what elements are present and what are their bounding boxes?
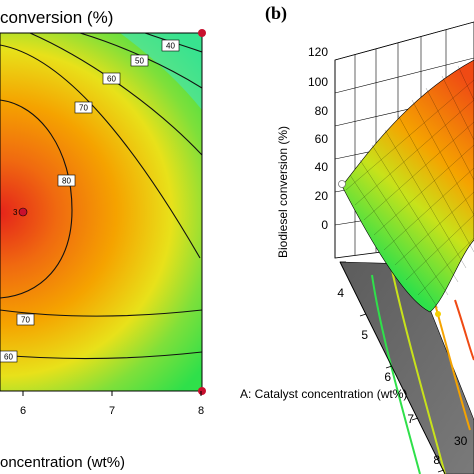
- a-axis-ticks: [340, 261, 445, 473]
- contour-label-80: 80: [57, 174, 76, 187]
- svg-text:60: 60: [4, 353, 13, 362]
- svg-text:70: 70: [21, 316, 30, 325]
- contour-label-70-lower: 70: [16, 313, 35, 326]
- design-point-bottom-right: [198, 387, 206, 395]
- svg-text:80: 80: [62, 177, 71, 186]
- x-tick-7: 7: [109, 405, 115, 417]
- contour-plot: 40 50 60 70 80 70 60 3: [0, 33, 202, 391]
- contour-fill: [0, 33, 202, 391]
- design-point-top-right: [198, 29, 206, 37]
- svg-text:60: 60: [107, 75, 116, 84]
- design-point-center: [18, 207, 28, 217]
- contour-corner-cyan: [120, 33, 202, 110]
- design-point-label: 3: [13, 208, 18, 217]
- z-axis-label: Biodiesel conversion (%): [276, 126, 290, 258]
- surface-design-point: [338, 180, 346, 188]
- panel-a-x-ticks: [22, 391, 202, 396]
- contour-label-60-lower: 60: [0, 350, 18, 363]
- svg-text:50: 50: [135, 57, 144, 66]
- panel-a-title: conversion (%): [0, 8, 114, 27]
- contour-line-80: [0, 99, 73, 299]
- contour-line-60-lower: [0, 351, 202, 359]
- contour-label-70: 70: [74, 101, 93, 114]
- svg-text:70: 70: [79, 104, 88, 113]
- a-tick-6: 6: [384, 370, 391, 384]
- contour-line-70-lower: [0, 309, 202, 317]
- panel-b-tag: (b): [265, 3, 287, 23]
- a-axis-line: [339, 261, 446, 474]
- a-tick-7: 7: [407, 412, 414, 426]
- z-tick-80: 80: [315, 104, 329, 118]
- z-tick-40: 40: [315, 160, 329, 174]
- panel-a-x-label: oncentration (wt%): [0, 454, 126, 471]
- z-tick-120: 120: [308, 45, 328, 59]
- floor-design-point: [435, 311, 441, 317]
- b-tick-30: 30: [454, 434, 468, 448]
- surface-mesh: [345, 65, 474, 309]
- surface-plot: [334, 21, 474, 474]
- x-tick-8: 8: [198, 405, 204, 417]
- contour-frame: [0, 32, 203, 392]
- a-tick-5: 5: [361, 328, 368, 342]
- x-tick-6: 6: [20, 405, 26, 417]
- a-tick-8: 8: [433, 453, 440, 467]
- a-tick-4: 4: [337, 286, 344, 300]
- svg-text:40: 40: [166, 42, 175, 51]
- contour-label-50: 50: [130, 54, 149, 67]
- z-tick-20: 20: [315, 189, 329, 203]
- contour-label-60: 60: [102, 72, 121, 85]
- a-axis-label: A: Catalyst concentration (wt%): [240, 387, 407, 401]
- z-tick-100: 100: [308, 75, 328, 89]
- contour-label-40: 40: [161, 39, 180, 52]
- z-tick-0: 0: [321, 218, 328, 232]
- response-surface: [341, 59, 474, 313]
- z-tick-60: 60: [315, 132, 329, 146]
